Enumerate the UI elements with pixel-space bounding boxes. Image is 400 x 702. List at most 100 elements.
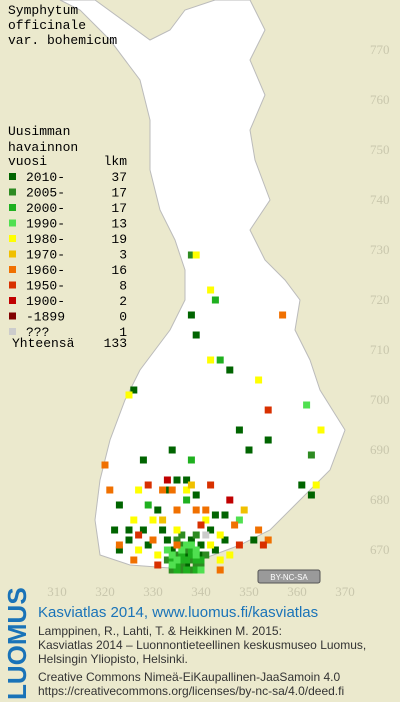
citation-line: Lamppinen, R., Lahti, T. & Heikkinen M. … xyxy=(38,624,282,638)
occurrence-square xyxy=(183,546,191,554)
occurrence-square xyxy=(240,506,248,514)
occurrence-square xyxy=(207,356,215,364)
occurrence-square xyxy=(197,556,205,564)
occurrence-square xyxy=(159,486,167,494)
occurrence-square xyxy=(192,251,200,259)
occurrence-square xyxy=(197,561,205,569)
title-line: Symphytum xyxy=(8,3,78,18)
occurrence-square xyxy=(202,516,210,524)
legend-label: ??? xyxy=(26,325,49,340)
legend-count: 19 xyxy=(111,232,127,247)
occurrence-square xyxy=(183,556,191,564)
occurrence-square xyxy=(216,356,224,364)
legend-heading: havainnon xyxy=(8,140,78,155)
citation-line: Helsingin Yliopisto, Helsinki. xyxy=(38,652,188,666)
occurrence-square xyxy=(202,531,210,539)
easting-label: 360 xyxy=(287,584,307,599)
occurrence-square xyxy=(221,511,229,519)
occurrence-square xyxy=(149,516,157,524)
legend-swatch xyxy=(9,173,16,180)
occurrence-square xyxy=(178,566,186,574)
occurrence-square xyxy=(216,566,224,574)
citation-line: Kasviatlas 2014 – Luonnontieteellinen ke… xyxy=(38,638,366,652)
occurrence-square xyxy=(154,551,162,559)
legend-count: 2 xyxy=(119,294,127,309)
occurrence-square xyxy=(264,436,272,444)
occurrence-square xyxy=(187,566,195,574)
occurrence-square xyxy=(111,526,119,534)
footer-headline: Kasviatlas 2014, www.luomus.fi/kasviatla… xyxy=(38,604,318,621)
legend-swatch xyxy=(9,266,16,273)
occurrence-square xyxy=(207,526,215,534)
occurrence-square xyxy=(192,546,200,554)
occurrence-square xyxy=(197,566,205,574)
legend-count: 13 xyxy=(111,217,127,232)
occurrence-square xyxy=(307,491,315,499)
northing-label: 770 xyxy=(370,42,390,57)
legend-label: 1900- xyxy=(26,294,65,309)
easting-label: 320 xyxy=(95,584,115,599)
occurrence-square xyxy=(173,536,181,544)
legend-heading: Uusimman xyxy=(8,124,70,139)
legend-count: 17 xyxy=(111,186,127,201)
license-badge-text: BY-NC-SA xyxy=(270,573,308,582)
easting-label: 330 xyxy=(143,584,163,599)
legend-label: 2000- xyxy=(26,201,65,216)
occurrence-square xyxy=(187,456,195,464)
occurrence-square xyxy=(250,536,258,544)
northing-label: 760 xyxy=(370,92,390,107)
occurrence-square xyxy=(163,486,171,494)
northing-label: 690 xyxy=(370,442,390,457)
legend-swatch xyxy=(9,328,16,335)
total-label: Yhteensä xyxy=(12,336,75,351)
occurrence-square xyxy=(226,496,234,504)
northing-label: 670 xyxy=(370,542,390,557)
legend-column: vuosi xyxy=(8,154,47,169)
occurrence-square xyxy=(312,481,320,489)
legend-count: 17 xyxy=(111,201,127,216)
occurrence-square xyxy=(187,541,195,549)
total-count: 133 xyxy=(104,336,127,351)
occurrence-square xyxy=(173,526,181,534)
easting-label: 370 xyxy=(335,584,355,599)
occurrence-square xyxy=(317,426,325,434)
legend-swatch xyxy=(9,188,16,196)
occurrence-square xyxy=(255,526,263,534)
title-line: officinale xyxy=(8,18,86,33)
occurrence-square xyxy=(115,546,123,554)
occurrence-square xyxy=(187,481,195,489)
occurrence-square xyxy=(197,521,205,529)
occurrence-square xyxy=(154,506,162,514)
easting-label: 310 xyxy=(47,584,67,599)
occurrence-square xyxy=(168,446,176,454)
occurrence-square xyxy=(235,426,243,434)
occurrence-square xyxy=(264,536,272,544)
occurrence-square xyxy=(168,556,176,564)
occurrence-square xyxy=(192,506,200,514)
northing-label: 680 xyxy=(370,492,390,507)
northing-label: 730 xyxy=(370,242,390,257)
occurrence-square xyxy=(216,556,224,564)
occurrence-square xyxy=(183,566,191,574)
occurrence-square xyxy=(202,506,210,514)
occurrence-square xyxy=(202,551,210,559)
occurrence-square xyxy=(207,541,215,549)
occurrence-square xyxy=(168,561,176,569)
occurrence-square xyxy=(178,541,186,549)
license-badge xyxy=(257,569,321,584)
occurrence-square xyxy=(207,481,215,489)
occurrence-square xyxy=(187,546,195,554)
northing-label: 750 xyxy=(370,142,390,157)
finland-outline xyxy=(59,0,346,569)
occurrence-square xyxy=(187,311,195,319)
occurrence-square xyxy=(115,541,123,549)
easting-label: 350 xyxy=(239,584,259,599)
occurrence-square xyxy=(139,456,147,464)
northing-label: 710 xyxy=(370,342,390,357)
legend-column: lkm xyxy=(104,154,128,169)
occurrence-square xyxy=(183,476,191,484)
occurrence-square xyxy=(264,406,272,414)
license-line: Creative Commons Nimeä-EiKaupallinen-Jaa… xyxy=(38,670,340,684)
occurrence-square xyxy=(245,446,253,454)
legend-label: 1950- xyxy=(26,279,65,294)
